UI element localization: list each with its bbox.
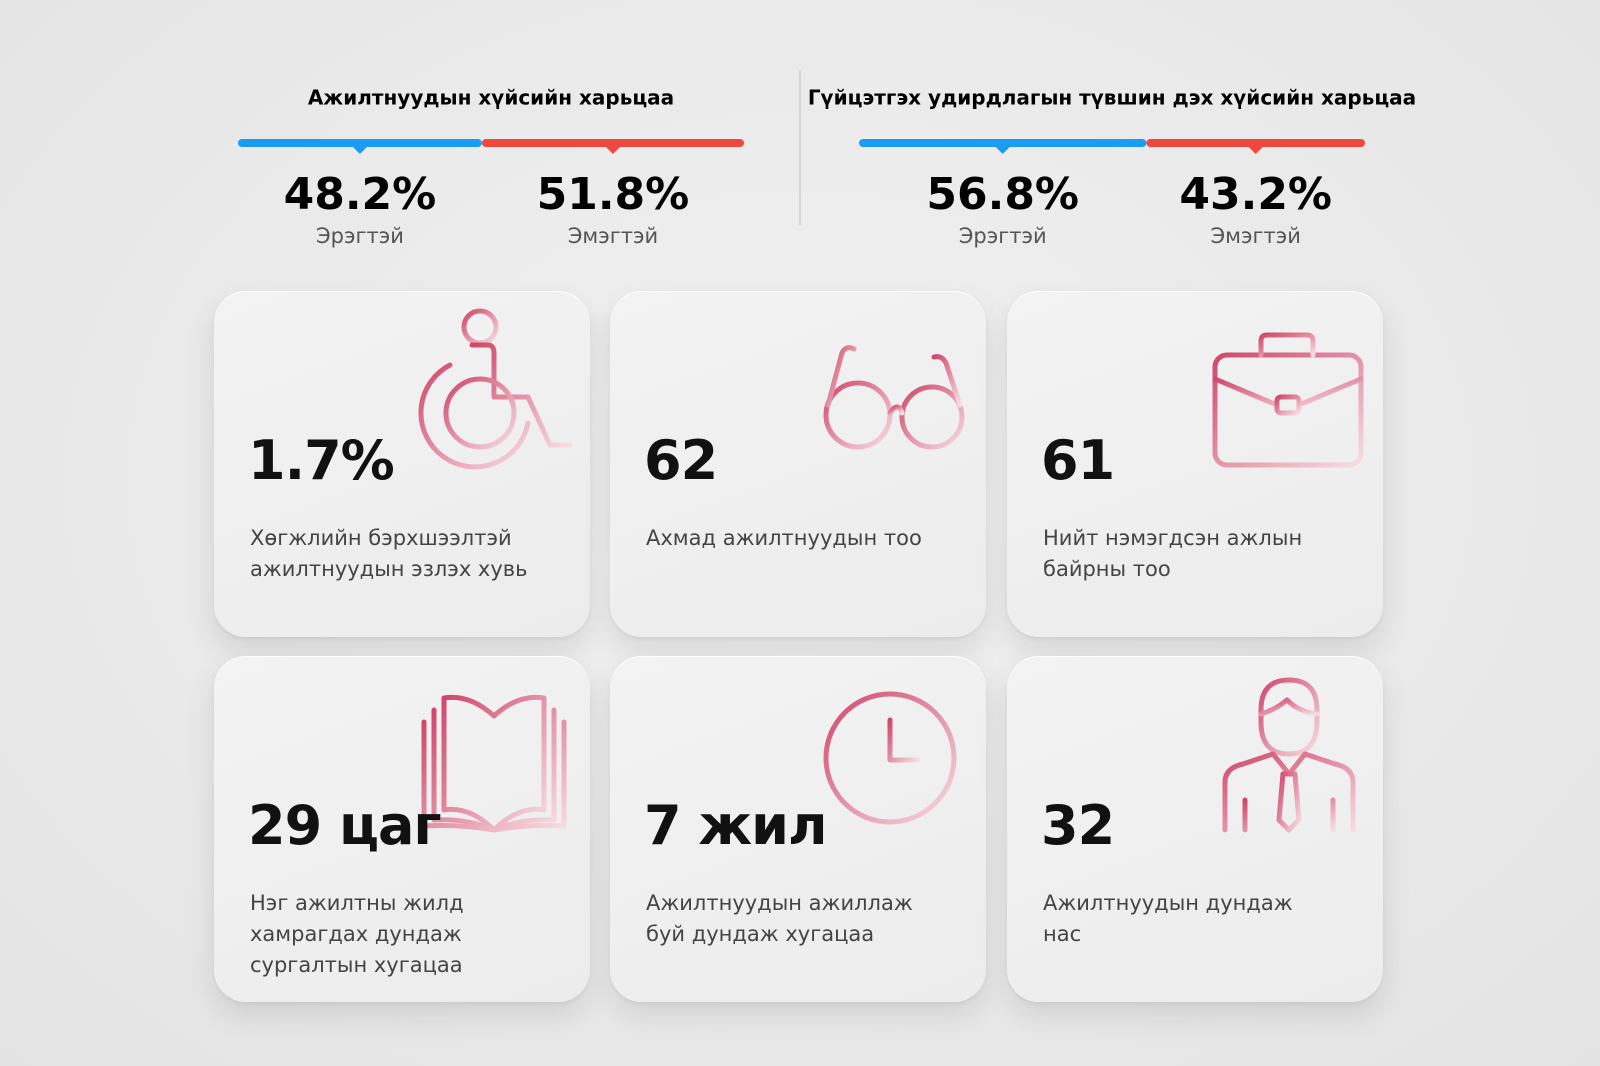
icon-glasses	[823, 345, 965, 450]
icon-briefcase	[1212, 332, 1364, 468]
ratio-value: 43.2%	[1179, 169, 1332, 220]
ratio-segment	[1146, 139, 1365, 147]
ratio-value: 51.8%	[537, 169, 690, 220]
ratio-name: Эрэгтэй	[959, 224, 1047, 248]
icon-book	[421, 694, 567, 833]
ratio-pointer	[1247, 146, 1264, 154]
gender-section: Ажилтнуудын хүйсийн харьцаа 48.2% Эрэгтэй 5…	[238, 70, 1416, 248]
ratio-title: Гүйцэтгэх удирдлагын түвшин дэх хүйсийн …	[808, 86, 1416, 110]
card-value: 1.7%	[248, 429, 395, 492]
ratio-segment	[238, 139, 482, 147]
ratio-title: Ажилтнуудын хүйсийн харьцаа	[308, 86, 674, 110]
ratio-name: Эмэгтэй	[1210, 224, 1300, 248]
ratio-name: Эмэгтэй	[568, 224, 658, 248]
card-value: 61	[1041, 429, 1115, 492]
card: 32 Ажилтнуудын дундаж нас	[1007, 656, 1383, 1002]
card: 29 цаг Нэг ажилтны жилд хамрагдах дундаж…	[214, 656, 590, 1002]
card-description: Ахмад ажилтнуудын тоо	[646, 526, 922, 550]
ratio-pointer	[604, 146, 621, 154]
icon-person	[1222, 677, 1356, 833]
card: 1.7% Хөгжлийн бэрхшээлтэй ажилтнуудын эз…	[214, 291, 590, 637]
card-value: 7 жил	[644, 794, 827, 857]
ratio-value: 56.8%	[926, 169, 1079, 220]
card-value: 32	[1041, 794, 1115, 857]
card-description: Ажилтнуудын дундаж нас	[1043, 891, 1293, 946]
ratio-pointer	[351, 146, 368, 154]
card-value: 29 цаг	[248, 794, 442, 857]
icon-clock	[823, 691, 957, 825]
ratio-pointer	[994, 146, 1011, 154]
card-description: Ажилтнуудын ажиллаж буй дундаж хугацаа	[646, 891, 913, 946]
ratio-value: 48.2%	[284, 169, 437, 220]
card: 61 Нийт нэмэгдсэн ажлын байрны тоо	[1007, 291, 1383, 637]
ratio-segment	[481, 139, 744, 147]
icon-wheelchair	[415, 308, 573, 470]
card-description: Хөгжлийн бэрхшээлтэй ажилтнуудын эзлэх х…	[250, 526, 528, 581]
ratio-segment	[859, 139, 1147, 147]
card-description: Нийт нэмэгдсэн ажлын байрны тоо	[1043, 526, 1303, 581]
card-description: Нэг ажилтны жилд хамрагдах дундаж сургал…	[250, 891, 464, 977]
card-value: 62	[644, 429, 718, 492]
card: 7 жил Ажилтнуудын ажиллаж буй дундаж хуг…	[610, 656, 986, 1002]
card: 62 Ахмад ажилтнуудын тоо	[610, 291, 986, 637]
ratio-name: Эрэгтэй	[316, 224, 404, 248]
